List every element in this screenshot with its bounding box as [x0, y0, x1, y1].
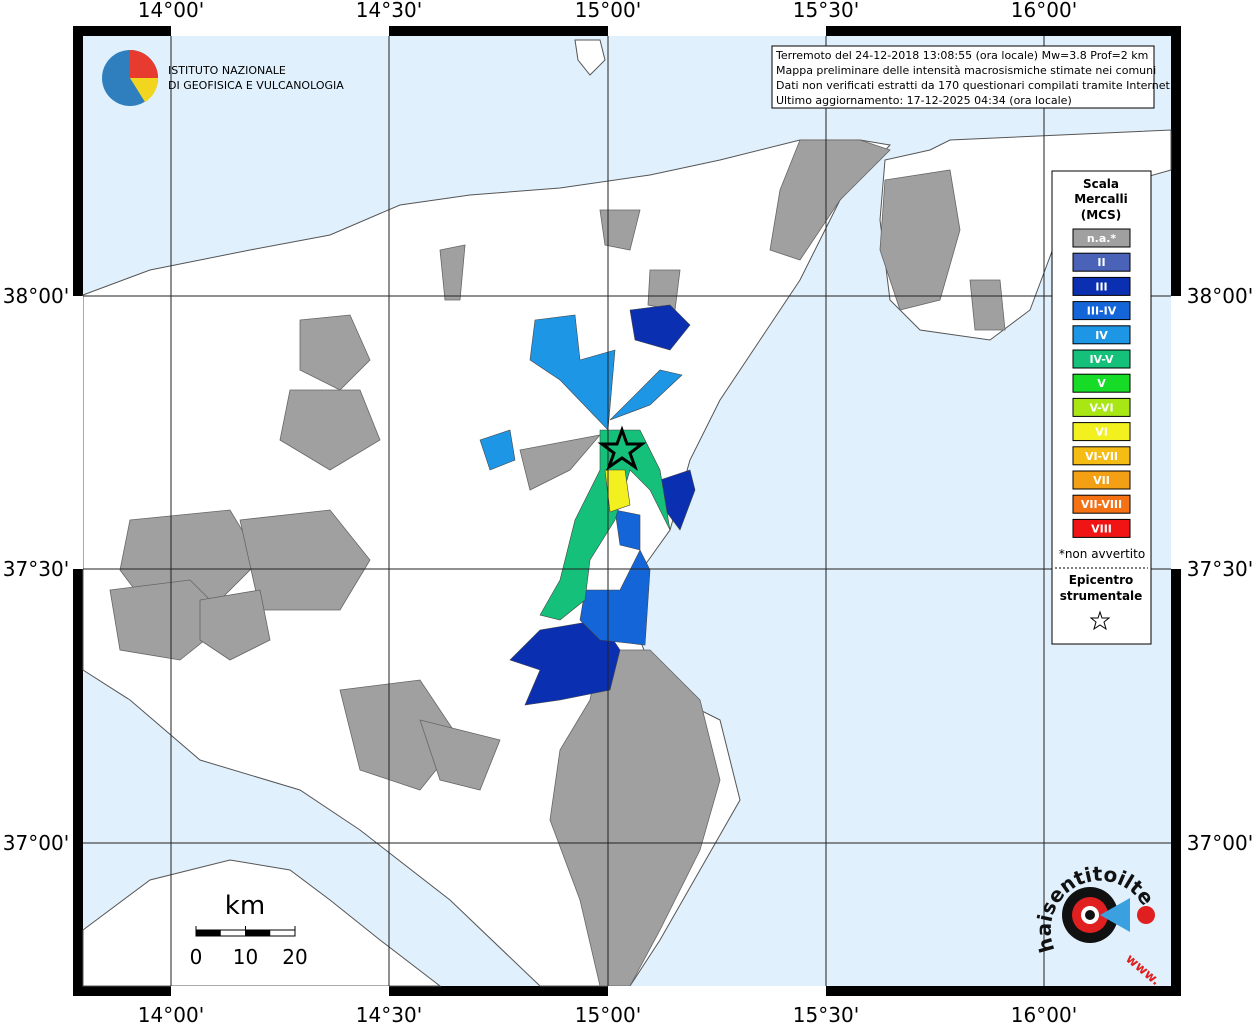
intensity-areas [479, 304, 696, 706]
lat-label: 37°00' [1187, 831, 1253, 855]
legend-epicenter: strumentale [1060, 589, 1143, 603]
legend-swatch [1072, 373, 1131, 393]
legend-label: V-VI [1089, 401, 1113, 414]
legend-label: III-IV [1087, 305, 1117, 318]
legend-swatch [1072, 470, 1131, 490]
lon-label: 14°00' [138, 1003, 204, 1024]
info-line: Dati non verificati estratti da 170 ques… [776, 79, 1173, 92]
lat-label: 37°30' [1187, 557, 1253, 581]
legend-swatch [1072, 518, 1131, 538]
lon-label: 15°00' [575, 0, 641, 22]
lon-label: 16°00' [1011, 0, 1077, 22]
scale-label: 20 [282, 945, 307, 969]
legend-label: III [1095, 280, 1107, 293]
lat-label: 38°00' [1187, 284, 1253, 308]
legend-note: *non avvertito [1059, 547, 1145, 561]
legend: Scala Mercalli (MCS) *non avvertito Epic… [1051, 170, 1152, 645]
legend-title: Scala [1083, 177, 1119, 191]
legend-label: II [1097, 256, 1105, 269]
lat-label: 37°30' [3, 557, 69, 581]
legend-swatch [1072, 252, 1131, 272]
lon-label: 15°30' [793, 0, 859, 22]
institute-line: ISTITUTO NAZIONALE [168, 64, 286, 77]
legend-swatch [1072, 494, 1131, 514]
epicenter-star [597, 425, 647, 471]
legend-label: VI-VII [1085, 450, 1118, 463]
legend-swatch [1072, 422, 1131, 442]
legend-swatch [1072, 325, 1131, 345]
lon-label: 15°00' [575, 1003, 641, 1024]
scale-label: 0 [190, 945, 203, 969]
lat-label: 38°00' [3, 284, 69, 308]
legend-title: Mercalli [1074, 192, 1128, 206]
lon-label: 16°00' [1011, 1003, 1077, 1024]
legend-title: (MCS) [1081, 208, 1122, 222]
info-box [771, 45, 1155, 109]
legend-label: VII-VIII [1081, 498, 1122, 511]
legend-swatch [1072, 349, 1131, 369]
legend-label: V [1097, 377, 1106, 390]
info-line: Mappa preliminare delle intensità macros… [776, 64, 1156, 77]
grid [83, 36, 1171, 986]
no-data-areas [109, 139, 1006, 987]
legend-swatch [1072, 276, 1131, 296]
info-line: Terremoto del 24-12-2018 13:08:55 (ora l… [775, 49, 1148, 62]
legend-label: VIII [1091, 522, 1112, 535]
info-text: Terremoto del 24-12-2018 13:08:55 (ora l… [775, 49, 1173, 107]
lon-label: 14°30' [356, 1003, 422, 1024]
scale-segment [196, 930, 221, 936]
scale-unit: km [225, 891, 265, 921]
scale-segment [245, 930, 271, 936]
legend-label: n.a.* [1087, 232, 1117, 245]
legend-label: VII [1093, 474, 1110, 487]
lon-label: 15°30' [793, 1003, 859, 1024]
legend-swatch [1072, 301, 1131, 321]
scale-bar: km 0 10 20 [190, 891, 308, 969]
lat-label: 37°00' [3, 831, 69, 855]
info-line: Ultimo aggiornamento: 17-12-2025 04:34 (… [776, 94, 1072, 107]
legend-swatch [1072, 397, 1131, 417]
legend-label: IV [1095, 329, 1108, 342]
legend-swatch [1072, 228, 1131, 248]
legend-swatch [1072, 446, 1131, 466]
frame-ticks [73, 26, 1181, 996]
ingv-logo: ISTITUTO NAZIONALE DI GEOFISICA E VULCAN… [102, 50, 344, 106]
legend-label: IV-V [1089, 353, 1114, 366]
lon-label: 14°00' [138, 0, 204, 22]
legend-label: VI [1095, 426, 1108, 439]
scale-label: 10 [233, 945, 258, 969]
lon-label: 14°30' [356, 0, 422, 22]
legend-epicenter: Epicentro [1069, 573, 1134, 587]
institute-line: DI GEOFISICA E VULCANOLOGIA [168, 79, 344, 92]
